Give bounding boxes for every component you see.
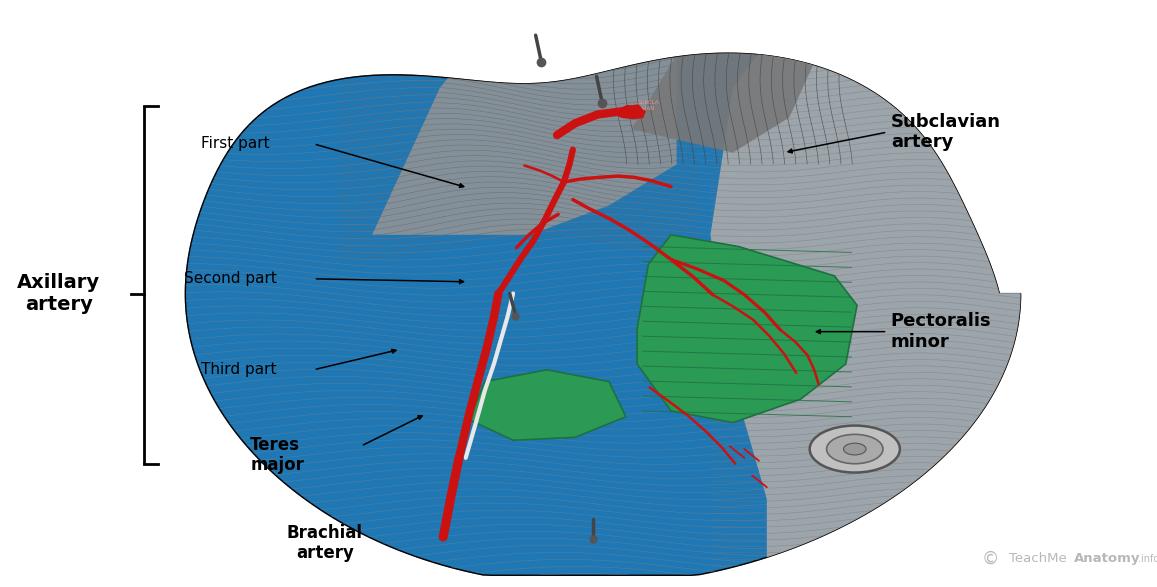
Polygon shape <box>632 18 834 153</box>
Text: Axillary
artery: Axillary artery <box>17 273 101 314</box>
Text: Second part: Second part <box>184 271 277 286</box>
Polygon shape <box>373 18 677 235</box>
Text: First part: First part <box>200 136 270 151</box>
Circle shape <box>843 443 867 455</box>
Polygon shape <box>469 370 626 440</box>
Text: SUBCLA
VIAN: SUBCLA VIAN <box>638 100 659 111</box>
Text: TeachMe: TeachMe <box>1009 552 1067 565</box>
Polygon shape <box>613 106 646 119</box>
Polygon shape <box>185 53 1020 575</box>
Polygon shape <box>638 235 857 423</box>
Text: ©: © <box>981 550 998 568</box>
Text: Anatomy: Anatomy <box>1074 552 1140 565</box>
Circle shape <box>810 426 900 473</box>
Text: Subclavian
artery: Subclavian artery <box>891 113 1001 151</box>
Text: Third part: Third part <box>200 362 277 377</box>
Polygon shape <box>710 12 1117 575</box>
Text: Teres
major: Teres major <box>250 436 304 474</box>
Circle shape <box>826 434 883 464</box>
Text: Brachial
artery: Brachial artery <box>287 524 363 562</box>
Text: .info: .info <box>1137 554 1157 564</box>
Text: Pectoralis
minor: Pectoralis minor <box>891 312 992 351</box>
PathPatch shape <box>185 53 1020 575</box>
